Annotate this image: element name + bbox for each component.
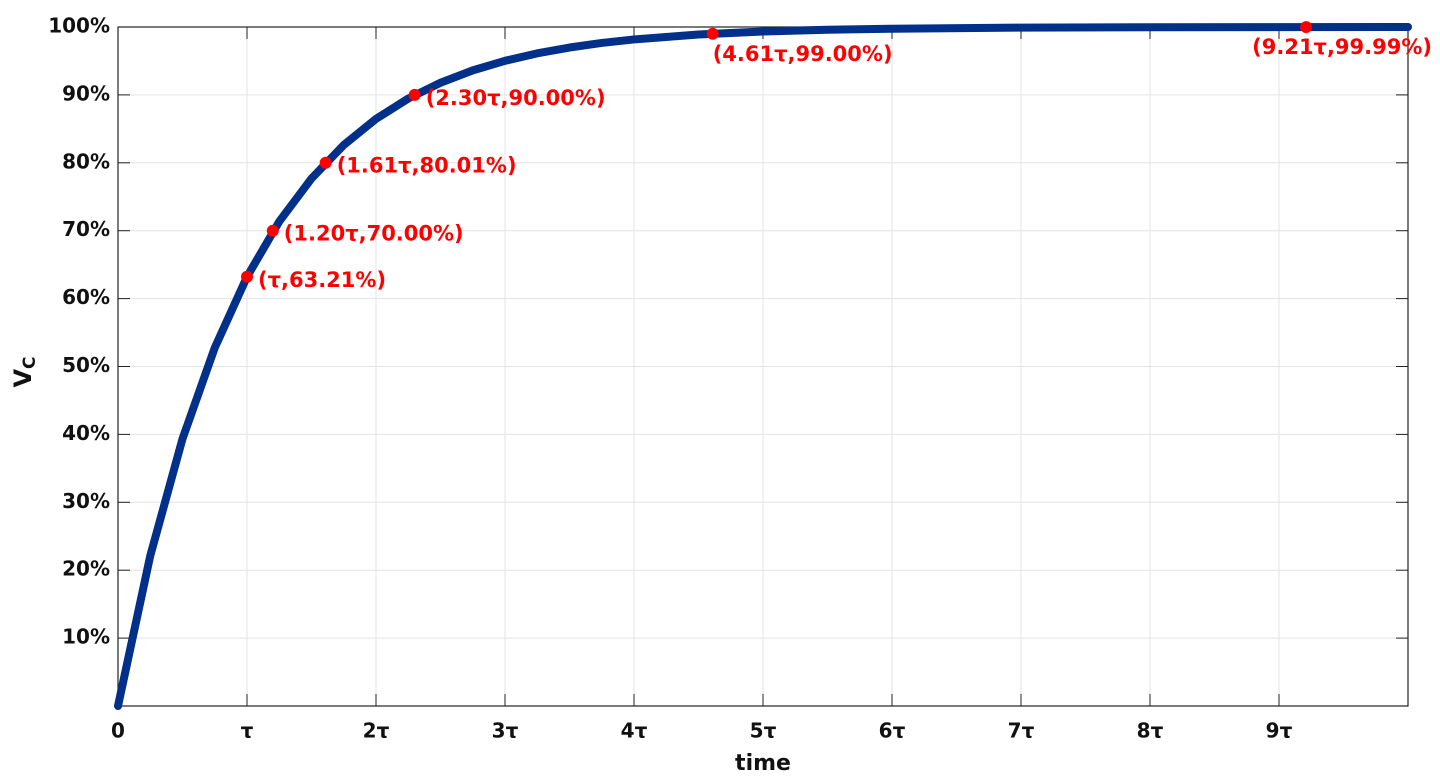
y-tick-label: 80% [62, 149, 110, 173]
marker [408, 88, 421, 101]
x-tick-label: 8τ [1137, 719, 1164, 743]
point-label: (2.30τ,90.00%) [426, 86, 606, 110]
y-axis-label-main: V [9, 369, 37, 388]
point-label: (τ,63.21%) [258, 268, 386, 292]
x-tick-label: 3τ [492, 719, 519, 743]
x-tick-label: 0 [111, 719, 125, 743]
x-tick-label: 4τ [621, 719, 648, 743]
x-axis-label: time [735, 751, 791, 776]
y-axis-label: VC [9, 356, 40, 387]
y-tick-label: 100% [48, 14, 110, 38]
marker [319, 156, 332, 169]
grid [117, 26, 1409, 707]
marker [241, 270, 253, 283]
y-tick-label: 40% [62, 421, 110, 445]
y-tick-label: 90% [62, 81, 110, 105]
plot: (τ,63.21%) (1.20τ,70.00%) (1.61τ,80.01%) (2… [114, 21, 1432, 710]
y-tick-label: 20% [62, 557, 110, 581]
point-label: (4.61τ,99.00%) [713, 42, 893, 66]
marker [706, 27, 719, 40]
y-tick-label: 70% [62, 217, 110, 241]
x-tick-label: 2τ [363, 719, 390, 743]
marker [266, 224, 279, 237]
y-axis-label-sub: C [20, 356, 40, 368]
x-tick-label: 5τ [750, 719, 777, 743]
marker [1300, 21, 1313, 34]
x-tick-label: 6τ [879, 719, 906, 743]
point-label: (1.61τ,80.01%) [337, 154, 517, 178]
x-tick-label: 7τ [1008, 719, 1035, 743]
x-tick-label: τ [241, 719, 254, 743]
y-tick-label: 60% [62, 285, 110, 309]
x-tick-label: 9τ [1266, 719, 1293, 743]
plot-border [117, 26, 1409, 707]
y-tick-label: 30% [62, 489, 110, 513]
y-tick-label: 10% [62, 625, 110, 649]
point-label: (1.20τ,70.00%) [284, 222, 464, 246]
y-tick-label: 50% [62, 353, 110, 377]
point-label: (9.21τ,99.99%) [1252, 35, 1432, 59]
